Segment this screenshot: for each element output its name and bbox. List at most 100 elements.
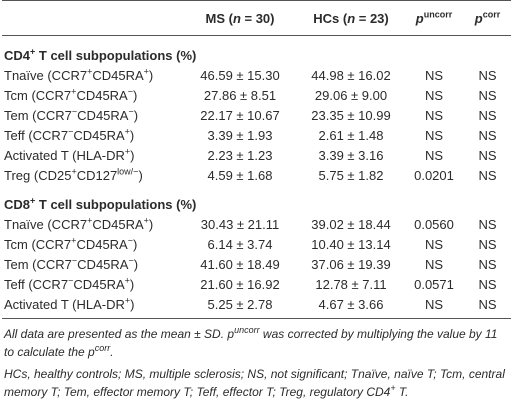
text: CD45RA [73,276,125,292]
cell: 3.39 ± 3.16 [318,147,384,163]
data-row: Tcm (CCR7+CD45RA−) 6.14 ± 3.74 10.40 ± 13.… [2,234,511,254]
cell: NS [424,67,444,83]
text: ) [133,236,138,252]
data-row: Tnaïve (CCR7+CD45RA+) 30.43 ± 21.11 39.02 … [2,214,511,234]
superscript: + [71,166,77,177]
superscript: + [30,46,36,57]
data-row: Activated T (HLA-DR+) 5.25 ± 2.78 4.67 ± 3… [2,294,511,319]
text: ) [129,276,135,292]
footnote: HCs, healthy controls; MS, multiple scle… [4,365,509,401]
cell: 2.61 ± 1.48 [318,127,384,143]
cell: 5.25 ± 2.78 [182,294,298,319]
superscript: − [127,235,133,246]
cell: 3.39 ± 1.93 [207,127,273,143]
row-label: Activated T (HLA-DR+) [2,145,182,165]
text: was corrected by multiplying the value b… [4,327,498,359]
text: Tnaïve (CCR7 [4,216,88,232]
text: ) [130,147,135,163]
superscript: + [71,235,77,246]
row-label: Teff (CCR7−CD45RA+) [2,274,182,294]
row-label: Teff (CCR7−CD45RA+) [2,125,182,145]
cell: 6.14 ± 3.74 [207,236,273,252]
text: HCs ( [313,10,348,26]
text: CD45RA [77,107,129,123]
text: Tcm (CCR7 [4,87,72,103]
data-row: Tem (CCR7−CD45RA−) 22.17 ± 10.67 23.35 ± 1… [2,105,511,125]
superscript: + [124,295,131,306]
header-cell: pcorr [464,0,511,36]
cell: NS [478,167,497,183]
row-label: Tcm (CCR7+CD45RA−) [2,85,182,105]
superscript: − [71,255,78,266]
text: ) [133,256,139,272]
superscript: + [71,86,77,97]
header-row: MS (n = 30) HCs (n = 23) puncorr pcorr [2,0,511,36]
section-row: CD8+ T cell subpopulations (%) [2,185,511,214]
text: T cell subpopulations (%) [35,48,197,63]
data-row: Teff (CCR7−CD45RA+) 21.60 ± 16.92 12.78 ± … [2,274,511,294]
superscript: corr [94,343,111,353]
superscript: − [68,126,74,137]
text: ) [129,127,135,143]
text: ) [148,216,154,232]
cell: NS [478,87,497,103]
text: CD45RA [76,87,128,103]
header-cell [2,0,182,36]
cell: NS [424,256,444,272]
text: ) [133,107,139,123]
cell: NS [478,67,497,83]
superscript: corr [482,9,501,20]
superscript: uncorr [423,9,453,20]
row-label: Tcm (CCR7+CD45RA−) [2,234,182,254]
cell: NS [478,256,497,272]
text: CD45RA [77,256,129,272]
cell: 46.59 ± 15.30 [200,67,280,83]
superscript: + [124,146,131,157]
cell: NS [478,216,497,232]
cell: 5.75 ± 1.82 [318,167,384,183]
data-row: Tnaïve (CCR7+CD45RA+) 46.59 ± 15.30 44.98 … [2,65,511,85]
text: All data are presented as the mean ± SD.… [4,327,235,341]
superscript: − [128,255,134,266]
text: = 23) [355,10,389,26]
cell: 41.60 ± 18.49 [200,256,280,272]
italic: n [232,10,241,26]
superscript: + [124,275,130,286]
cell: 22.17 ± 10.67 [200,107,280,123]
superscript: low/− [117,166,139,177]
footnote: All data are presented as the mean ± SD.… [4,325,509,361]
row-label: Tem (CCR7−CD45RA−) [2,254,182,274]
cell: NS [424,87,444,103]
text: . [110,345,114,359]
text: CD45RA [76,236,128,252]
superscript: − [68,275,74,286]
text: Tem (CCR7 [4,107,72,123]
cell: 4.59 ± 1.68 [207,167,273,183]
cell: 23.35 ± 10.99 [311,107,391,123]
text: T. [395,385,409,399]
data-row: Activated T (HLA-DR+) 2.23 ± 1.23 3.39 ± 3… [2,145,511,165]
cell: 37.06 ± 19.39 [311,256,391,272]
text: CD45RA [92,67,144,83]
cell: NS [478,107,497,123]
superscript: − [128,106,134,117]
row-label: Activated T (HLA-DR+) [2,294,182,319]
text: Teff (CCR7 [4,276,69,292]
text: T cell subpopulations (%) [35,197,197,212]
cell: NS [424,147,444,163]
text: Treg (CD25 [4,167,72,183]
cell: 4.67 ± 3.66 [298,294,404,319]
cell: 0.0560 [414,216,454,232]
header-cell: MS (n = 30) [182,0,298,36]
row-label: Tem (CCR7−CD45RA−) [2,105,182,125]
section-title: CD8+ T cell subpopulations (%) [2,185,511,214]
text: ) [130,296,135,312]
italic: p [415,10,424,26]
row-label: Tnaïve (CCR7+CD45RA+) [2,214,182,234]
superscript: + [143,66,149,77]
cell: 29.06 ± 9.00 [314,87,388,103]
italic: p [474,10,483,26]
section-row: CD4+ T cell subpopulations (%) [2,36,511,66]
cell: NS [478,236,497,252]
